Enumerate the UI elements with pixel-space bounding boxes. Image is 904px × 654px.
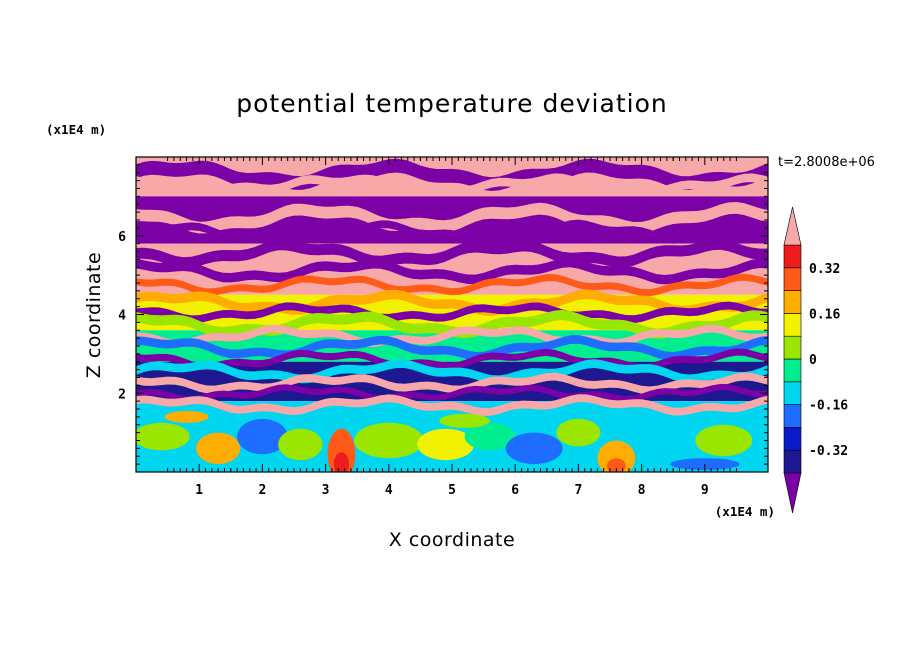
field-eddy	[632, 428, 689, 461]
x-tick-label: 6	[511, 483, 519, 498]
x-tick-label: 5	[448, 483, 456, 498]
colorbar-min-arrow	[783, 472, 802, 514]
colorbar-box	[783, 290, 802, 314]
y-ticks: 2 4 6	[118, 164, 768, 465]
chart-title: potential temperature deviation	[236, 89, 667, 118]
field-eddy	[278, 428, 323, 461]
x-unit-label: (x1E4 m)	[715, 504, 775, 519]
field-eddy	[464, 422, 516, 451]
x-axis-label: X coordinate	[389, 529, 515, 551]
colorbar-box	[783, 358, 802, 383]
x-tick-label: 3	[322, 483, 330, 498]
colorbar-label: -0.16	[809, 399, 848, 414]
colorbar-label: 0.32	[809, 262, 840, 277]
colorbar-label: 0	[809, 353, 817, 368]
colorbar-box	[783, 313, 802, 337]
field-eddy	[695, 424, 753, 457]
time-label: t=2.8008e+06	[778, 155, 875, 170]
plot-field	[136, 157, 768, 472]
field-eddy	[556, 418, 601, 447]
field-eddy	[417, 428, 475, 461]
colorbar-box	[783, 244, 802, 269]
field-streak	[136, 301, 768, 324]
colorbar: 0.32 0.16 0 -0.16 -0.32	[783, 206, 848, 514]
field-streak	[136, 383, 768, 403]
x-tick-label: 8	[638, 483, 646, 498]
y-tick-label: 6	[118, 230, 126, 245]
field-streak	[136, 202, 768, 234]
field-eddy	[196, 432, 241, 465]
field-streak	[136, 173, 768, 196]
field-streak	[136, 273, 768, 297]
colorbar-box	[783, 335, 802, 360]
y-unit-label: (x1E4 m)	[46, 122, 106, 137]
colorbar-max-arrow	[783, 206, 802, 246]
colorbar-box	[783, 449, 802, 474]
colorbar-box	[783, 267, 802, 291]
field-streak	[136, 394, 768, 416]
x-tick-label: 2	[258, 483, 266, 498]
field-eddy	[597, 440, 636, 472]
field-eddy	[606, 458, 626, 472]
colorbar-label: -0.32	[809, 444, 848, 459]
field-streak	[136, 372, 768, 395]
field-eddy	[237, 418, 288, 455]
x-tick-label: 4	[385, 483, 393, 498]
field-eddy	[164, 410, 209, 423]
x-tick-label: 1	[195, 483, 203, 498]
x-ticks: 1 2 3 4 5 6 7 8 9	[167, 157, 737, 498]
field-eddy	[505, 432, 563, 465]
colorbar-label: 0.16	[809, 307, 840, 322]
field-eddy	[333, 452, 349, 472]
y-tick-label: 2	[118, 387, 126, 402]
field-streak	[136, 238, 768, 269]
field-streak	[136, 324, 768, 348]
x-tick-label: 9	[701, 483, 709, 498]
colorbar-box	[783, 427, 802, 451]
field-eddy	[354, 422, 424, 459]
colorbar-box	[783, 381, 802, 405]
colorbar-box	[783, 404, 802, 428]
field-eddy	[136, 422, 190, 451]
field-eddy	[439, 413, 490, 428]
x-tick-label: 7	[574, 483, 582, 498]
field-streak	[136, 348, 768, 372]
y-axis-label: Z coordinate	[83, 252, 105, 378]
field-streak	[136, 219, 768, 244]
y-tick-label: 4	[118, 309, 126, 324]
